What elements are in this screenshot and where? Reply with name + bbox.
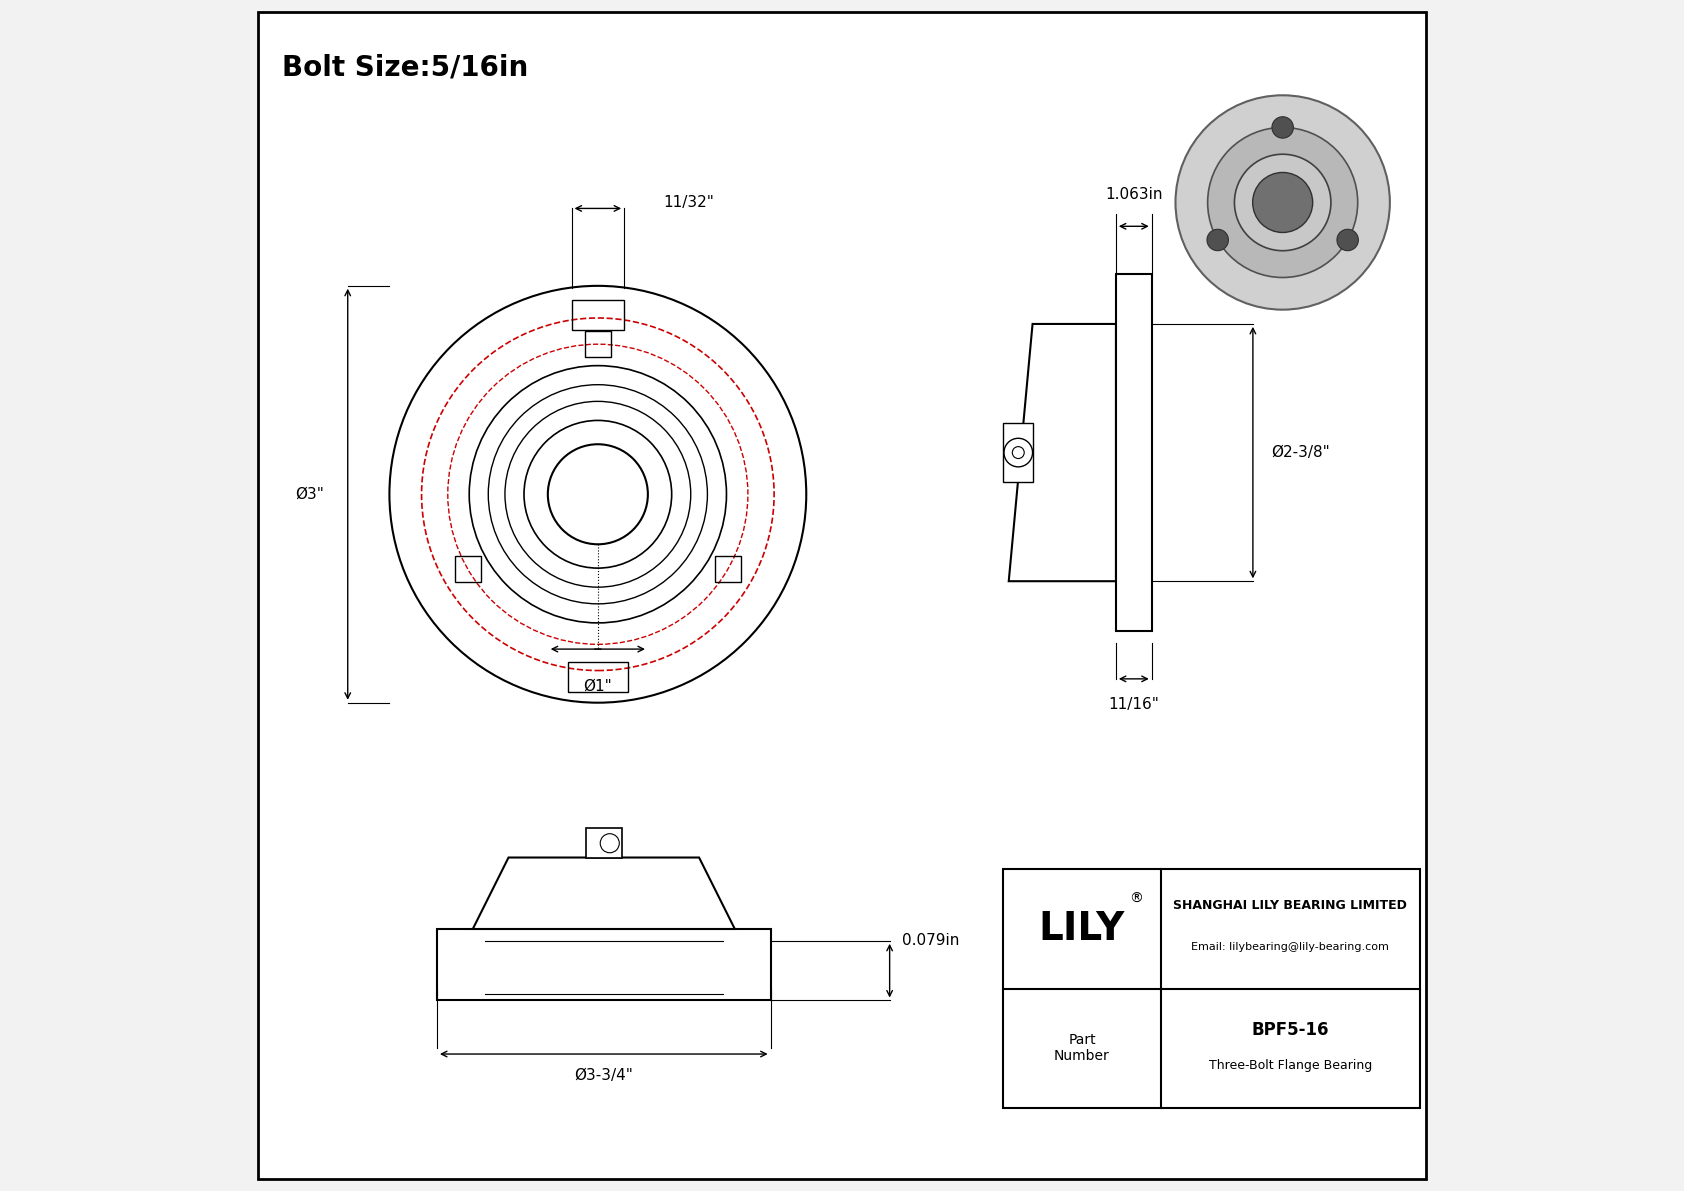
Polygon shape [1009,324,1116,581]
Text: ®: ® [1128,892,1142,906]
Bar [571,300,625,330]
Bar [714,556,741,582]
Circle shape [1207,127,1357,278]
Text: Email: lilybearing@lily-bearing.com: Email: lilybearing@lily-bearing.com [1192,942,1389,952]
Polygon shape [473,858,734,929]
Text: BPF5-16: BPF5-16 [1251,1021,1329,1040]
Circle shape [1253,173,1314,232]
Circle shape [1207,229,1228,251]
Text: SHANGHAI LILY BEARING LIMITED: SHANGHAI LILY BEARING LIMITED [1174,899,1408,911]
Text: 11/16": 11/16" [1108,697,1159,712]
Text: 0.079in: 0.079in [901,934,958,948]
Bar [1002,869,1420,1108]
Text: Bolt Size:5/16in: Bolt Size:5/16in [283,54,529,82]
Bar [1002,423,1032,482]
Text: Ø3-3/4": Ø3-3/4" [574,1068,633,1084]
Bar [584,331,611,357]
Bar [438,929,771,1000]
Circle shape [1234,155,1330,251]
Text: 1.063in: 1.063in [1105,187,1162,202]
Text: Ø2-3/8": Ø2-3/8" [1271,445,1329,460]
Circle shape [1175,95,1389,310]
Text: 11/32": 11/32" [663,195,714,210]
Text: LILY: LILY [1039,910,1125,948]
Text: Three-Bolt Flange Bearing: Three-Bolt Flange Bearing [1209,1060,1372,1072]
Bar [568,662,628,692]
Bar [455,556,482,582]
Text: Part
Number: Part Number [1054,1033,1110,1064]
Circle shape [1337,229,1359,251]
Text: Ø1": Ø1" [583,679,613,694]
Bar [1116,274,1152,631]
Bar [586,828,621,858]
Text: Ø3": Ø3" [295,487,323,501]
Circle shape [1271,117,1293,138]
